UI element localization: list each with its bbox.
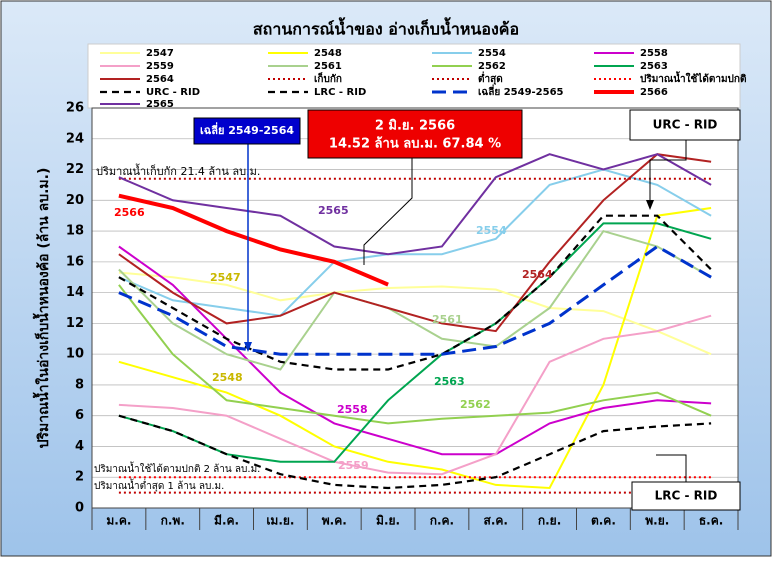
legend-label: 2547 — [146, 48, 174, 59]
x-tick-label: ส.ค. — [484, 514, 508, 528]
y-tick-label: 16 — [66, 254, 84, 269]
legend-label: 2554 — [478, 48, 506, 59]
y-tick-label: 14 — [66, 285, 84, 300]
normal-label: ปริมาณน้ำใช้ได้ตามปกติ 2 ล้าน ลบ.ม. — [94, 461, 260, 475]
legend-label: 2558 — [640, 48, 668, 59]
legend-label: URC - RID — [146, 87, 200, 98]
legend-label: 2566 — [640, 87, 668, 98]
current-pointer — [363, 158, 413, 265]
series-line — [118, 314, 712, 476]
series-label: 2548 — [212, 371, 243, 384]
lrc-box — [631, 481, 741, 511]
series-line — [118, 168, 712, 317]
y-tick-label: 24 — [66, 131, 84, 146]
series-label: 2554 — [476, 224, 507, 237]
x-tick-label: ม.ค. — [106, 514, 131, 528]
urc-box — [629, 109, 741, 141]
y-tick-label: 4 — [75, 439, 84, 454]
y-tick-label: 8 — [75, 377, 84, 392]
x-tick-label: พ.ค. — [322, 514, 347, 528]
series-line — [118, 214, 712, 371]
storage-label: ปริมาณน้ำเก็บกัก 21.4 ล้าน ลบ.ม. — [96, 163, 260, 178]
legend-label: 2559 — [146, 61, 174, 72]
x-tick-label: ก.พ. — [161, 514, 185, 528]
series-line — [118, 222, 712, 463]
legend-label: เฉลี่ย 2549-2565 — [478, 84, 564, 98]
lrc-pointer — [656, 454, 687, 482]
series-label: 2566 — [114, 206, 145, 219]
legend-label: 2565 — [146, 99, 174, 110]
legend — [87, 43, 741, 109]
series-label: 2564 — [522, 268, 553, 281]
annotations: ปริมาณน้ำเก็บกัก 21.4 ล้าน ลบ.ม. ปริมาณน… — [94, 109, 741, 511]
series-label: 2563 — [434, 375, 465, 388]
series-label: 2558 — [337, 403, 368, 416]
current-box — [307, 109, 523, 159]
y-tick-label: 0 — [75, 501, 84, 516]
legend-label: ต่ำสุด — [478, 71, 503, 85]
x-tick-label: ก.ค. — [430, 514, 454, 528]
series-label: 2547 — [210, 271, 241, 284]
series-line — [118, 153, 712, 256]
x-tick-label: พ.ย. — [645, 514, 669, 528]
legend-label: 2561 — [314, 61, 342, 72]
x-tick-label: ธ.ค. — [699, 514, 723, 528]
urc-label: URC - RID — [653, 118, 718, 132]
arrow-head — [244, 342, 252, 352]
series-line — [118, 193, 389, 287]
series-label: 2559 — [338, 459, 369, 472]
average-label: เฉลี่ย 2549-2564 — [200, 122, 294, 137]
y-axis-title: ปริมาณน้ำในอ่างเก็บน้ำหนองค้อ (ล้าน ลบ.ม… — [32, 168, 52, 449]
legend-label: 2563 — [640, 61, 668, 72]
legend-label: เก็บกัก — [314, 71, 342, 85]
current-value: 14.52 ล้าน ลบ.ม. 67.84 % — [329, 136, 501, 152]
lrc-label: LRC - RID — [655, 489, 718, 503]
x-tick-label: มี.ค. — [214, 514, 239, 528]
series-line — [118, 153, 712, 333]
y-tick-label: 6 — [75, 408, 84, 423]
chart-title: สถานการณ์น้ำของ อ่างเก็บน้ำหนองค้อ — [253, 17, 519, 39]
current-date: 2 มิ.ย. 2566 — [375, 119, 455, 134]
series-line — [118, 245, 712, 456]
y-tick-label: 10 — [66, 347, 84, 362]
minimum-label: ปริมาณน้ำต่ำสุด 1 ล้าน ลบ.ม. — [94, 478, 224, 492]
x-tick-label: เม.ย. — [266, 514, 294, 528]
series-line — [118, 271, 712, 356]
series-line — [118, 229, 712, 371]
x-tick-label: มิ.ย. — [376, 514, 400, 528]
legend-label: 2564 — [146, 74, 174, 85]
legend-label: LRC - RID — [314, 87, 366, 98]
series-label: 2561 — [432, 313, 463, 326]
y-tick-label: 18 — [66, 224, 84, 239]
series-label: 2562 — [460, 398, 491, 411]
x-tick-label: ต.ค. — [591, 514, 616, 528]
series-line — [118, 244, 712, 356]
y-tick-label: 2 — [75, 470, 84, 485]
series-line — [118, 284, 712, 425]
plot-border — [91, 107, 739, 509]
y-tick-label: 20 — [66, 193, 84, 208]
urc-pointer — [649, 140, 687, 208]
x-tick-label: ก.ย. — [538, 514, 561, 528]
average-box — [193, 117, 301, 145]
legend-label: 2548 — [314, 48, 342, 59]
y-tick-label: 26 — [66, 101, 84, 116]
series-label: 2565 — [318, 204, 349, 217]
arrow-head — [646, 200, 654, 210]
legend-label: 2562 — [478, 61, 506, 72]
y-tick-label: 12 — [66, 316, 84, 331]
series-line — [118, 207, 712, 490]
y-tick-label: 22 — [66, 162, 84, 177]
legend-label: ปริมาณน้ำใช้ได้ตามปกติ — [640, 71, 746, 85]
